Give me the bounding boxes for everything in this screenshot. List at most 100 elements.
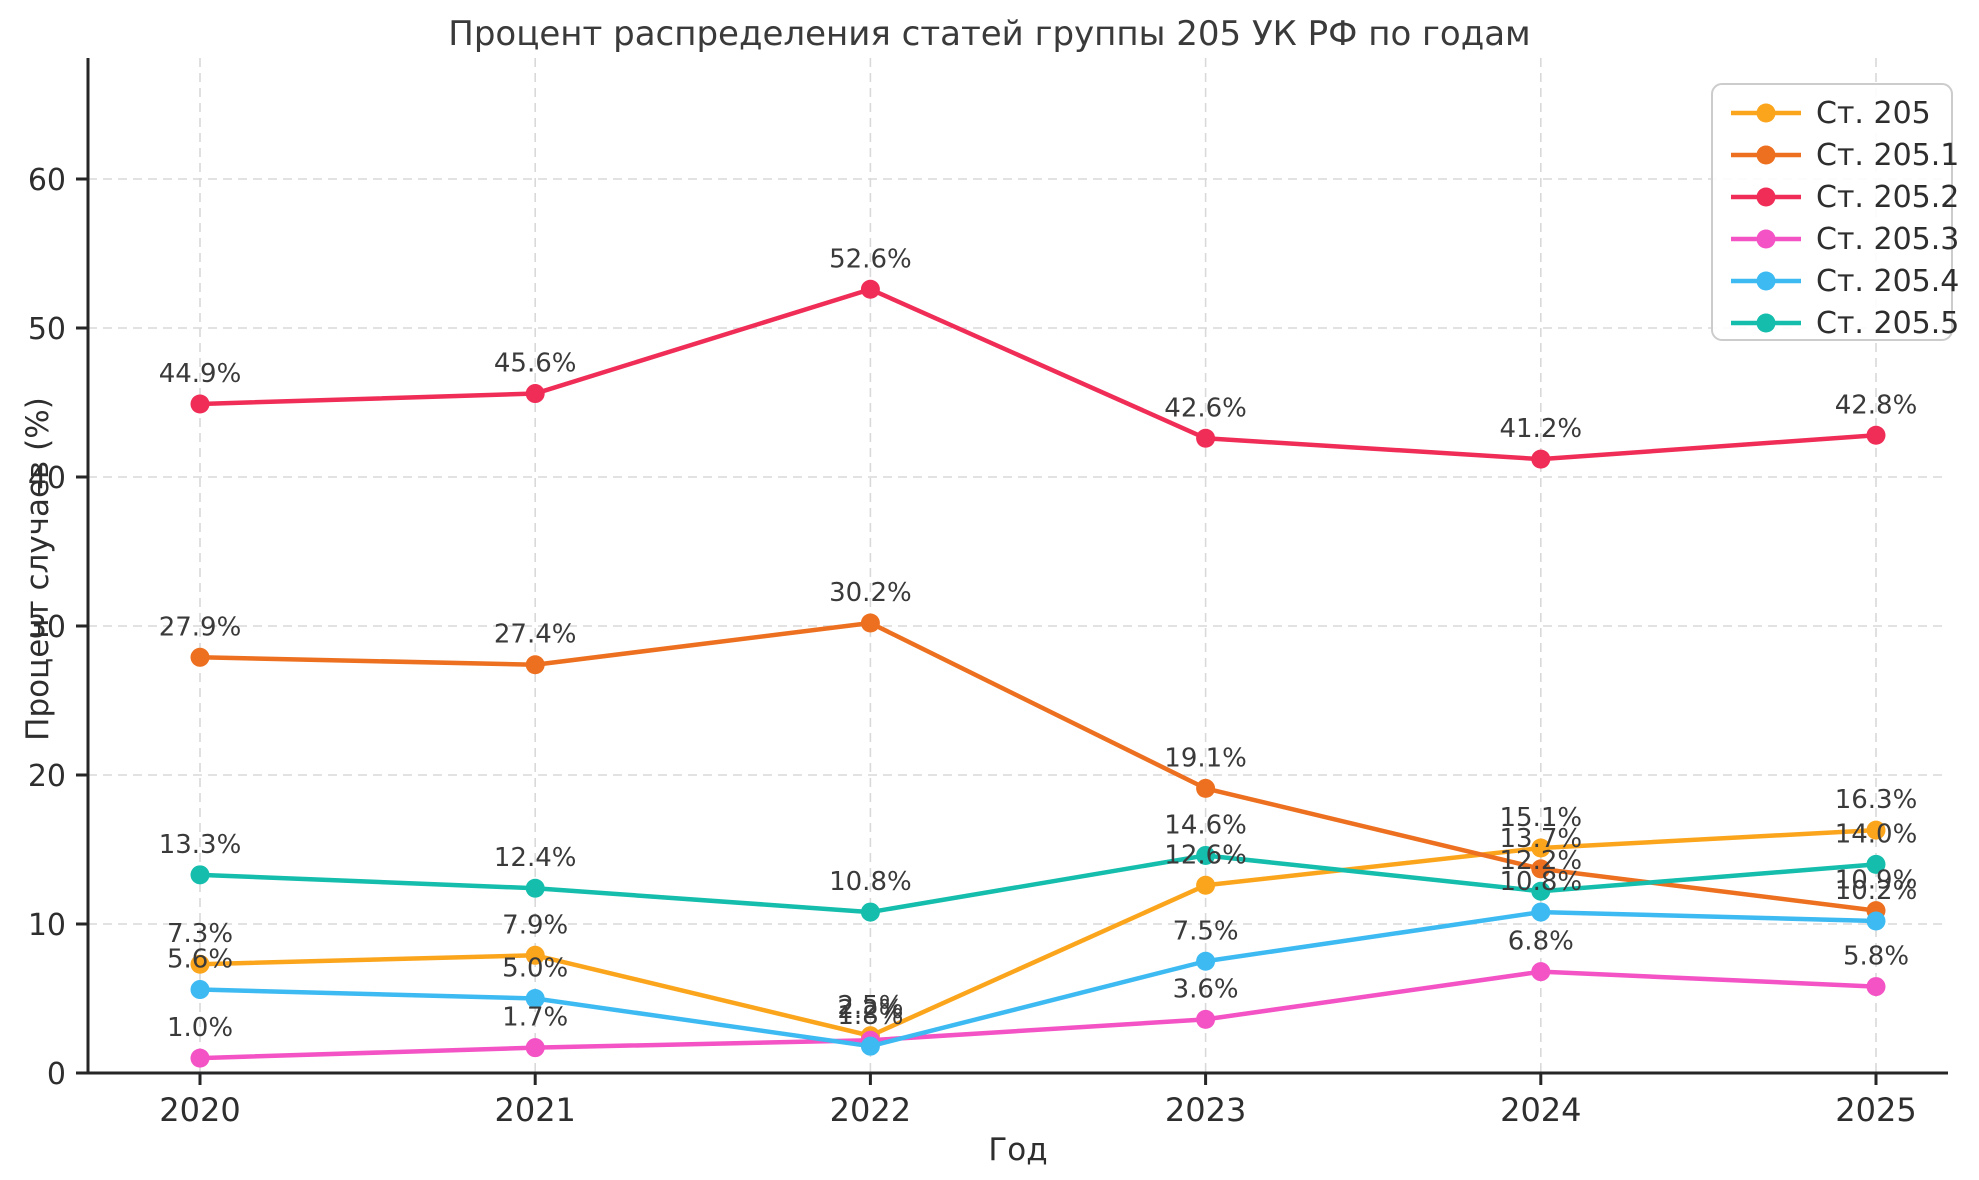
- series-0-marker-2024: [1531, 838, 1551, 858]
- series-5-marker-2024: [1531, 881, 1551, 901]
- x-tick-label-2024: 2024: [1500, 1091, 1581, 1129]
- legend-label-5: Ст. 205.5: [1816, 306, 1959, 341]
- point-label-series-4-2024: 10.8%: [1499, 867, 1582, 897]
- series-5-marker-2025: [1866, 854, 1886, 874]
- legend-label-4: Ст. 205.4: [1816, 264, 1959, 299]
- series-2-marker-2022: [860, 279, 880, 299]
- series-line-2: [197, 287, 1879, 462]
- series-4-marker-2020: [190, 980, 210, 1000]
- series-line-3: [197, 969, 1879, 1061]
- series-1-marker-2021: [525, 655, 545, 675]
- point-label-series-5-2021: 12.4%: [494, 843, 577, 873]
- point-label-series-2-2022: 52.6%: [829, 244, 912, 274]
- point-label-series-2-2024: 41.2%: [1499, 414, 1582, 444]
- point-label-series-5-2022: 10.8%: [829, 867, 912, 897]
- legend-label-2: Ст. 205.2: [1816, 180, 1959, 215]
- series-4-marker-2022: [860, 1036, 880, 1056]
- point-label-series-0-2021: 7.9%: [502, 910, 568, 940]
- point-label-series-0-2020: 7.3%: [167, 919, 233, 949]
- series-3-marker-2023: [1196, 1009, 1216, 1029]
- series-0-marker-2021: [525, 945, 545, 965]
- series-line-5: [197, 853, 1879, 915]
- y-axis-title: Процент случаев (%): [20, 397, 56, 741]
- series-4-marker-2023: [1196, 951, 1216, 971]
- point-label-series-0-2022: 2.5%: [837, 991, 903, 1021]
- point-label-series-3-2024: 6.8%: [1508, 927, 1574, 957]
- point-label-series-4-2023: 7.5%: [1173, 916, 1239, 946]
- series-3-marker-2025: [1866, 977, 1886, 997]
- point-label-series-2-2023: 42.6%: [1164, 393, 1247, 423]
- series-2-marker-2025: [1866, 425, 1886, 445]
- legend-marker-4: [1756, 271, 1776, 291]
- point-label-series-4-2021: 5.0%: [502, 954, 568, 984]
- legend-label-1: Ст. 205.1: [1816, 138, 1959, 173]
- series-0-marker-2025: [1866, 820, 1886, 840]
- series-0-marker-2020: [190, 954, 210, 974]
- point-label-series-1-2020: 27.9%: [159, 612, 242, 642]
- point-label-series-1-2022: 30.2%: [829, 578, 912, 608]
- series-1-marker-2024: [1531, 859, 1551, 879]
- series-2-marker-2021: [525, 384, 545, 404]
- series-2-marker-2020: [190, 394, 210, 414]
- legend-marker-2: [1756, 187, 1776, 207]
- y-tick-label-50: 50: [28, 312, 66, 347]
- series-5-marker-2022: [860, 902, 880, 922]
- point-label-series-1-2023: 19.1%: [1164, 743, 1247, 773]
- point-label-series-2-2025: 42.8%: [1835, 390, 1918, 420]
- point-label-series-3-2022: 2.2%: [837, 995, 903, 1025]
- series-line-0: [197, 827, 1879, 1038]
- series-2-marker-2023: [1196, 428, 1216, 448]
- x-tick-label-2023: 2023: [1165, 1091, 1246, 1129]
- legend-label-3: Ст. 205.3: [1816, 222, 1959, 257]
- point-label-series-0-2023: 12.6%: [1164, 840, 1247, 870]
- series-5-marker-2023: [1196, 845, 1216, 865]
- point-label-series-4-2022: 1.8%: [837, 1001, 903, 1031]
- point-label-series-3-2023: 3.6%: [1173, 974, 1239, 1004]
- legend-marker-3: [1756, 229, 1776, 249]
- series-0-marker-2023: [1196, 875, 1216, 895]
- series-5-marker-2020: [190, 865, 210, 885]
- series-1-marker-2020: [190, 647, 210, 667]
- point-label-series-5-2020: 13.3%: [159, 830, 242, 860]
- x-axis-title: Год: [988, 1132, 1048, 1168]
- x-tick-label-2022: 2022: [830, 1091, 911, 1129]
- legend-marker-0: [1756, 103, 1776, 123]
- series-4-marker-2021: [525, 989, 545, 1008]
- point-label-series-2-2020: 44.9%: [159, 359, 242, 389]
- x-tick-label-2025: 2025: [1835, 1091, 1916, 1129]
- point-label-series-0-2025: 16.3%: [1835, 785, 1918, 815]
- series-4-marker-2025: [1866, 911, 1886, 931]
- series-2-marker-2024: [1531, 449, 1551, 469]
- point-label-series-5-2024: 12.2%: [1499, 846, 1582, 876]
- point-label-series-1-2024: 13.7%: [1499, 824, 1582, 854]
- series-3-marker-2024: [1531, 962, 1551, 982]
- point-label-series-0-2024: 15.1%: [1499, 803, 1582, 833]
- point-label-series-5-2023: 14.6%: [1164, 810, 1247, 840]
- point-label-series-4-2020: 5.6%: [167, 945, 233, 975]
- point-label-series-4-2025: 10.2%: [1835, 876, 1918, 906]
- point-label-series-3-2021: 1.7%: [502, 1003, 568, 1033]
- y-tick-label-10: 10: [28, 908, 66, 943]
- y-tick-label-30: 30: [28, 610, 66, 645]
- point-label-series-3-2025: 5.8%: [1843, 942, 1909, 972]
- y-tick-label-20: 20: [28, 759, 66, 794]
- point-label-series-3-2020: 1.0%: [167, 1013, 233, 1043]
- legend-marker-5: [1756, 313, 1776, 333]
- series-line-1: [197, 620, 1879, 913]
- series-5-marker-2021: [525, 878, 545, 898]
- chart-title: Процент распределения статей группы 205 …: [448, 14, 1531, 54]
- series-line-4: [197, 909, 1879, 1049]
- legend-marker-1: [1756, 145, 1776, 165]
- point-label-series-5-2025: 14.0%: [1835, 819, 1918, 849]
- point-label-series-2-2021: 45.6%: [494, 349, 577, 379]
- x-tick-label-2021: 2021: [494, 1091, 575, 1129]
- series-3-marker-2021: [525, 1038, 545, 1058]
- y-tick-label-0: 0: [47, 1057, 66, 1092]
- y-tick-label-40: 40: [28, 461, 66, 496]
- series-1-marker-2022: [860, 613, 880, 633]
- series-3-marker-2020: [190, 1048, 210, 1068]
- legend-label-0: Ст. 205: [1816, 96, 1931, 131]
- y-tick-label-60: 60: [28, 163, 66, 198]
